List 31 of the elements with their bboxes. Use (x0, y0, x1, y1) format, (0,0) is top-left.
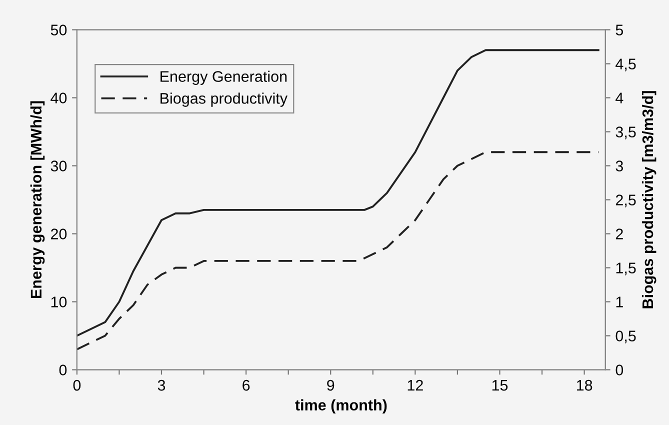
y2-tick-label: 1,5 (616, 262, 636, 276)
line-series (76, 151, 600, 350)
y2-tick-label: 2,5 (616, 194, 636, 208)
legend-label: Biogas productivity (160, 92, 288, 107)
y-tick-label: 40 (50, 92, 67, 104)
y2-tick-label: 4 (616, 92, 624, 104)
y2-tick-label: 3,5 (616, 126, 636, 140)
y-tick-label: 0 (59, 364, 67, 376)
legend-label: Energy Generation (160, 70, 287, 85)
y-axis-title: Energy generation [MWh/d] (30, 101, 45, 298)
x-axis-title: time (month) (295, 399, 387, 414)
x-tick-label: 15 (492, 380, 508, 391)
x-tick-label: 12 (408, 380, 423, 391)
x-tick-label: 9 (327, 380, 334, 391)
y2-axis-title: Biogas productivity [m3/m3/d] (642, 91, 656, 308)
y-tick-label: 10 (51, 296, 67, 308)
y2-tick-label: 2 (616, 228, 623, 240)
y-tick-label: 20 (50, 228, 67, 240)
y2-tick-label: 0,5 (616, 330, 636, 344)
x-tick-label: 6 (242, 380, 250, 391)
y2-tick-label: 3 (616, 160, 623, 172)
x-tick-label: 0 (73, 380, 81, 391)
x-tick-label: 3 (158, 380, 166, 391)
y2-tick-label: 0 (616, 364, 624, 376)
x-tick-label: 18 (576, 380, 592, 391)
y-tick-label: 30 (50, 160, 67, 172)
y2-tick-label: 5 (616, 24, 624, 36)
y2-tick-label: 1 (616, 296, 623, 308)
y2-tick-label: 4,5 (616, 58, 636, 72)
y-tick-label: 50 (50, 24, 67, 36)
line-series (76, 49, 600, 337)
